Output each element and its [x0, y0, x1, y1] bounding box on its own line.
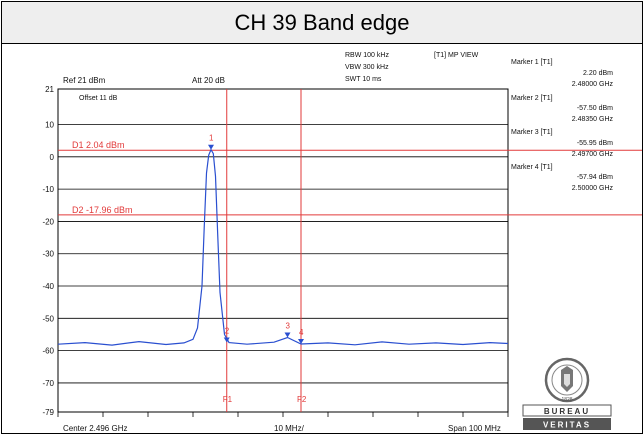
y-tick-label: -30: [42, 250, 54, 259]
y-tick-label: -50: [42, 314, 54, 323]
marker3-level: -55.95 dBm: [577, 140, 613, 147]
y-tick-label: -70: [42, 379, 54, 388]
vbw-label: VBW 300 kHz: [345, 64, 389, 71]
grid: [58, 88, 508, 413]
marker-point: [208, 144, 214, 150]
marker-number: 2: [225, 327, 230, 336]
marker4-label: Marker 4 [T1]: [511, 164, 553, 171]
offset-label: Offset 11 dB: [79, 95, 118, 102]
y-tick-label: -20: [42, 217, 54, 226]
spectrum-trace: [57, 148, 509, 346]
y-tick-label: 21: [45, 85, 54, 94]
marker2-level: -57.50 dBm: [577, 105, 613, 112]
marker-point: [284, 332, 291, 338]
y-tick-label: -60: [42, 347, 54, 356]
svg-text:BUREAU: BUREAU: [544, 407, 590, 416]
swt-label: SWT 10 ms: [345, 76, 382, 83]
svg-text:1828: 1828: [561, 397, 572, 403]
marker-number: 1: [209, 134, 214, 143]
y-tick-label: -40: [42, 282, 54, 291]
marker-point: [223, 337, 230, 343]
y-tick-label: 10: [45, 121, 54, 130]
attenuation: Att 20 dB: [192, 76, 225, 85]
y-tick-label: 0: [50, 153, 55, 162]
marker2-label: Marker 2 [T1]: [511, 95, 553, 102]
marker3-label: Marker 3 [T1]: [511, 129, 553, 136]
span-label: Span 100 MHz: [448, 424, 501, 433]
chart-title: CH 39 Band edge: [234, 9, 410, 35]
ref-level: Ref 21 dBm: [63, 76, 106, 85]
display-line-label: D2 -17.96 dBm: [72, 205, 133, 215]
marker-labels: 1 2 34: [208, 134, 304, 344]
spectrum-plot-area: 21 10 0 -10 -20 -30 -40 -50 -60 -70 -79 D1 2.04 dB…: [2, 45, 642, 435]
frequency-lines: F1 F2: [223, 89, 307, 412]
marker2-freq: 2.48350 GHz: [572, 116, 614, 123]
frequency-line-label: F2: [297, 395, 307, 404]
marker4-freq: 2.50000 GHz: [572, 185, 614, 192]
title-bar: CH 39 Band edge: [2, 2, 642, 44]
marker-point: [298, 338, 304, 344]
bureau-veritas-logo: BUREAU VERITAS 1828: [522, 357, 612, 430]
svg-text:VERITAS: VERITAS: [543, 421, 591, 430]
center-freq: Center 2.496 GHz: [63, 424, 127, 433]
marker-table: Marker 1 [T1] 2.20 dBm 2.48000 GHz Marke…: [511, 59, 613, 192]
rbw-label: RBW 100 kHz: [345, 52, 389, 59]
marker4-level: -57.94 dBm: [577, 174, 613, 181]
display-lines: D1 2.04 dBm D2 -17.96 dBm: [58, 140, 642, 216]
trace-mode: [T1] MP VIEW: [434, 52, 479, 59]
marker3-freq: 2.49700 GHz: [572, 151, 614, 158]
marker1-freq: 2.48000 GHz: [572, 81, 614, 88]
y-tick-labels: 21 10 0 -10 -20 -30 -40 -50 -60 -70 -79: [42, 85, 54, 417]
y-tick-label: -79: [42, 408, 54, 417]
plot-frame: [57, 88, 509, 413]
x-ticks: [57, 412, 509, 417]
display-line-label: D1 2.04 dBm: [72, 140, 125, 150]
per-division: 10 MHz/: [274, 424, 305, 433]
marker-number: 4: [299, 328, 304, 337]
marker1-label: Marker 1 [T1]: [511, 59, 553, 66]
frequency-line-label: F1: [223, 395, 233, 404]
marker-number: 3: [286, 322, 291, 331]
marker1-level: 2.20 dBm: [583, 70, 613, 77]
y-tick-label: -10: [42, 185, 54, 194]
